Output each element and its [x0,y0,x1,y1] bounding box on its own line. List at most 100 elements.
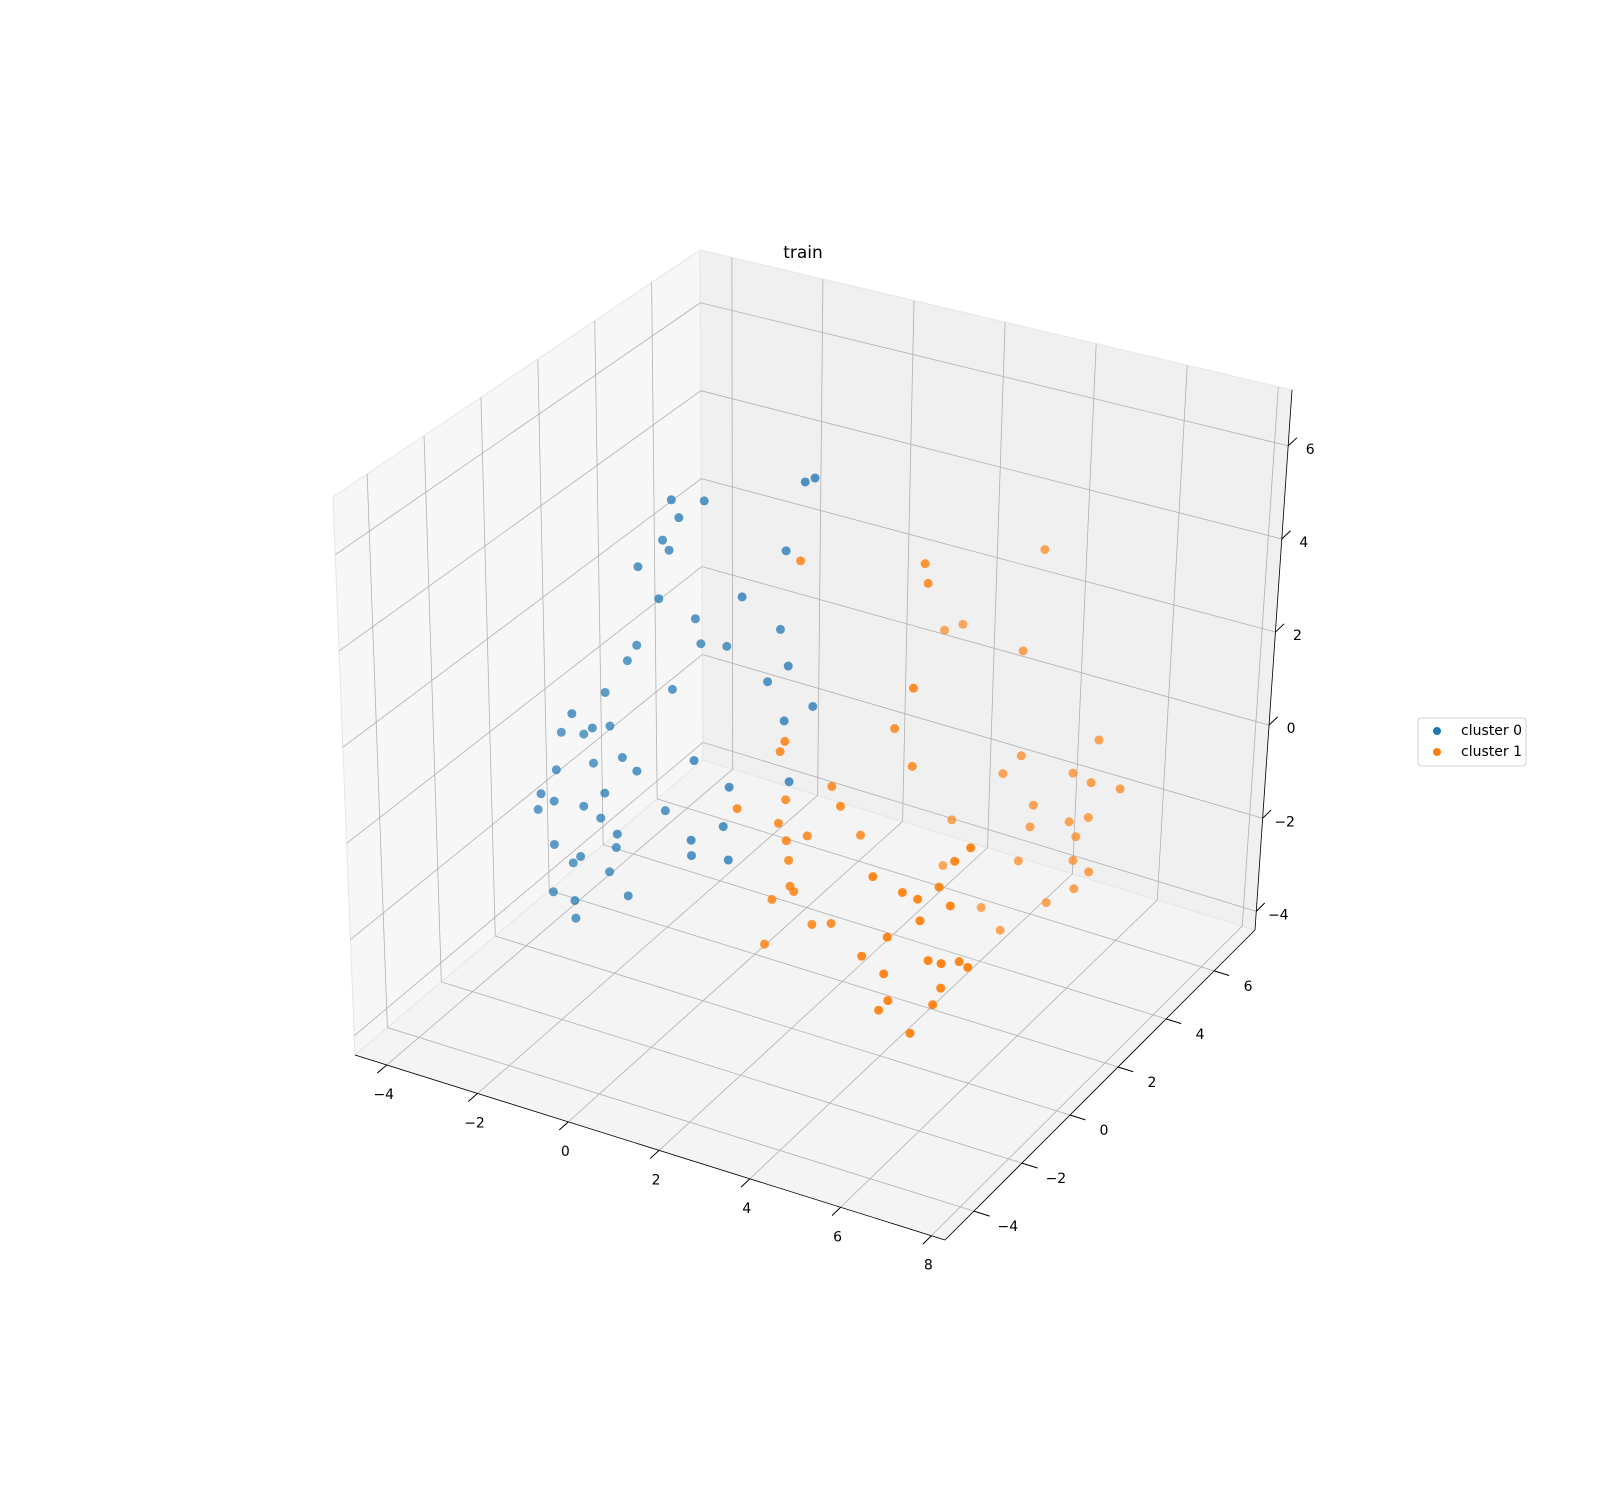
grid-line [346,566,703,844]
y-tick [1069,1114,1086,1121]
z-tick-label: 6 [1306,442,1315,458]
point [905,1028,915,1038]
point [666,495,676,505]
point [549,839,559,849]
axis-line [1254,389,1293,931]
x-tick [377,1064,388,1074]
point [789,886,799,896]
z-tick [1287,437,1298,447]
point [551,765,561,775]
point [915,916,925,926]
axis-line [944,929,1256,1241]
grid-line [840,899,1158,1208]
point [808,701,818,711]
z-tick [1268,716,1278,726]
y-tick-label: −4 [998,1219,1019,1235]
legend-label: cluster 0 [1461,723,1522,739]
point [600,687,610,697]
point [907,761,917,771]
legend-marker [1433,748,1441,756]
point [810,473,820,483]
point [605,721,615,731]
point [536,789,546,799]
y-tick-label: 6 [1244,979,1253,995]
legend-marker [1433,727,1441,735]
point [897,887,907,897]
z-tick-label: 4 [1299,535,1308,551]
point [587,723,597,733]
point [995,925,1005,935]
point [548,887,558,897]
point [883,996,893,1006]
point [1086,778,1096,788]
point [667,684,677,694]
grid-line [651,282,658,799]
point [724,782,734,792]
point [617,753,627,763]
point [549,796,559,806]
point [936,959,946,969]
y-tick [1117,1066,1134,1073]
grid-line [441,981,1023,1164]
legend: cluster 0 cluster 1 [1417,717,1527,767]
grid-line [701,566,1270,726]
point [913,894,923,904]
point [622,656,632,666]
grid-line [350,654,703,940]
x-tick-label: 0 [561,1144,570,1160]
grid-line [338,390,702,652]
point [767,894,777,904]
point [699,496,709,506]
point [781,836,791,846]
grid-line [701,478,1276,633]
grid-line [353,742,704,1037]
point [579,801,589,811]
z-tick [1255,902,1266,912]
point [674,513,684,523]
grid-line [1156,365,1188,900]
grid-line [594,320,604,845]
point [976,902,986,912]
point [600,788,610,798]
x-tick-label: 8 [924,1258,933,1274]
grid-line [386,768,733,1066]
point [1069,884,1079,894]
grid-line [731,257,734,770]
grid-line [749,873,1073,1180]
grid-line [1241,386,1279,927]
point [879,969,889,979]
point [1071,832,1081,842]
z-tick-label: 2 [1293,628,1302,644]
point [722,641,732,651]
point [923,578,933,588]
grid-line [931,925,1243,1237]
x-tick [740,1178,751,1188]
chart-title: train [783,243,823,263]
point [696,639,706,649]
y-tick [1021,1162,1038,1169]
point [1084,867,1094,877]
z-tick [1262,809,1272,819]
point [660,806,670,816]
point [632,766,642,776]
point [1016,751,1026,761]
point [687,851,697,861]
x-tick-label: −4 [373,1087,394,1103]
point [760,939,770,949]
point [686,835,696,845]
y-tick-label: 2 [1148,1075,1157,1091]
point [857,951,867,961]
point [807,919,817,929]
point [923,956,933,966]
grid-line [480,397,496,937]
point [827,781,837,791]
grid-line [817,279,824,796]
point [966,843,976,853]
axis-line [354,1054,946,1241]
x-tick [922,1235,932,1245]
grid-line [366,474,388,1028]
point [779,716,789,726]
y-tick-label: 0 [1100,1123,1109,1139]
point [928,1000,938,1010]
